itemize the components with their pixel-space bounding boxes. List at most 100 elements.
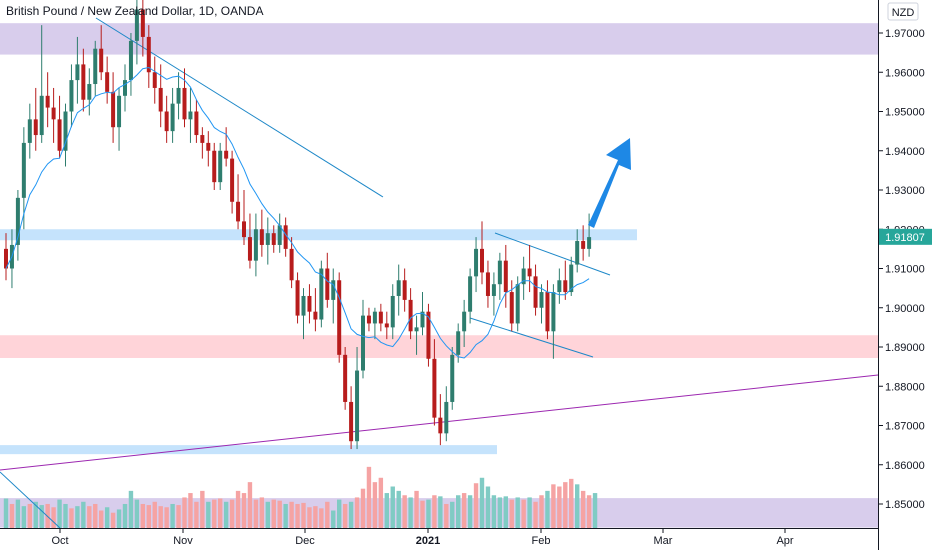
candle-body: [123, 80, 127, 96]
candle-body: [527, 268, 532, 277]
volume-bar: [402, 495, 407, 528]
volume-bar: [9, 503, 15, 528]
volume-bar: [450, 501, 455, 528]
candle-body: [87, 84, 92, 100]
candle-body: [182, 87, 187, 120]
candle-body: [45, 95, 50, 108]
candle-body: [402, 280, 407, 300]
zone-blue: [0, 445, 497, 455]
candle-body: [384, 323, 389, 328]
candle-body: [111, 91, 116, 128]
candle-body: [396, 280, 401, 296]
candle-body: [212, 150, 217, 183]
volume-bar: [491, 495, 497, 528]
candle-body: [265, 233, 270, 245]
volume-bar: [527, 497, 532, 528]
price-tick-label: 1.96000: [885, 67, 925, 79]
volume-bar: [378, 477, 384, 528]
volume-bar: [33, 501, 38, 528]
volume-bar: [134, 499, 140, 528]
candle-body: [283, 225, 288, 249]
candle-body: [117, 95, 122, 128]
volume-bar: [57, 499, 62, 528]
volume-bar: [360, 488, 366, 528]
volume-bar: [307, 507, 312, 528]
volume-bar: [331, 510, 336, 528]
candle-body: [569, 264, 574, 293]
volume-bar: [420, 500, 425, 528]
price-tick-label: 1.97000: [885, 28, 925, 40]
volume-bar: [372, 482, 378, 528]
time-tick-label: Apr: [776, 535, 793, 547]
candle-body: [414, 327, 419, 332]
candle-body: [194, 111, 199, 136]
candle-body: [509, 292, 514, 324]
currency-box[interactable]: NZD: [887, 2, 919, 21]
volume-bar: [27, 503, 32, 528]
volume-bar: [366, 466, 372, 528]
volume-bar: [218, 498, 223, 528]
volume-bar: [509, 499, 514, 528]
volume-bar: [575, 484, 580, 528]
candle-body: [128, 40, 133, 81]
volume-bar: [241, 493, 247, 528]
volume-bar: [63, 503, 68, 528]
volume-bar: [194, 501, 199, 528]
candle-body: [206, 142, 211, 151]
candle-body: [366, 315, 371, 324]
candle-body: [146, 36, 151, 73]
volume-bar: [116, 509, 122, 528]
candle-body: [218, 150, 223, 183]
candle-body: [152, 72, 157, 88]
price-tick-label: 1.87000: [885, 421, 925, 433]
candle-body: [51, 107, 56, 120]
volume-bar: [51, 507, 56, 528]
candle-body: [343, 354, 348, 402]
candle-body: [378, 311, 383, 324]
candle-body: [426, 311, 431, 359]
price-tick-label: 1.90000: [885, 303, 925, 315]
candle-body: [480, 248, 484, 273]
volume-bar: [319, 508, 324, 528]
volume-bar: [497, 497, 503, 528]
volume-bar: [206, 501, 211, 528]
candle-body: [307, 295, 312, 312]
volume-bar: [342, 503, 348, 528]
candle-body: [581, 241, 586, 249]
candle-body: [438, 417, 443, 434]
volume-bar: [533, 501, 538, 528]
volume-bar: [170, 503, 175, 528]
volume-bar: [152, 501, 157, 528]
candle-body: [456, 331, 461, 355]
volume-bar: [479, 477, 485, 528]
plot-background: [0, 0, 878, 550]
volume-bar: [69, 508, 74, 528]
candle-body: [444, 401, 449, 434]
currency-label: NZD: [892, 7, 915, 19]
volume-bar: [93, 503, 98, 528]
candle-body: [337, 280, 342, 355]
candle-body: [408, 299, 413, 332]
candle-body: [450, 354, 455, 402]
volume-bar: [348, 501, 354, 528]
volume-bar: [15, 499, 21, 528]
candle-body: [485, 272, 490, 296]
candle-body: [432, 358, 437, 418]
candle-body: [57, 119, 62, 151]
candle-body: [563, 280, 568, 293]
volume-bar: [444, 503, 449, 528]
candle-body: [515, 284, 520, 324]
volume-bar: [414, 490, 419, 528]
volume-bar: [473, 483, 479, 528]
candle-body: [224, 150, 229, 159]
volume-layer: [3, 466, 598, 528]
candle-body: [242, 221, 246, 238]
candle-body: [468, 276, 473, 312]
volume-bar: [354, 497, 360, 528]
volume-bar: [586, 495, 592, 528]
candle-body: [99, 48, 104, 73]
candle-body: [462, 311, 467, 332]
candle-body: [331, 280, 336, 300]
candle-body: [200, 135, 205, 143]
